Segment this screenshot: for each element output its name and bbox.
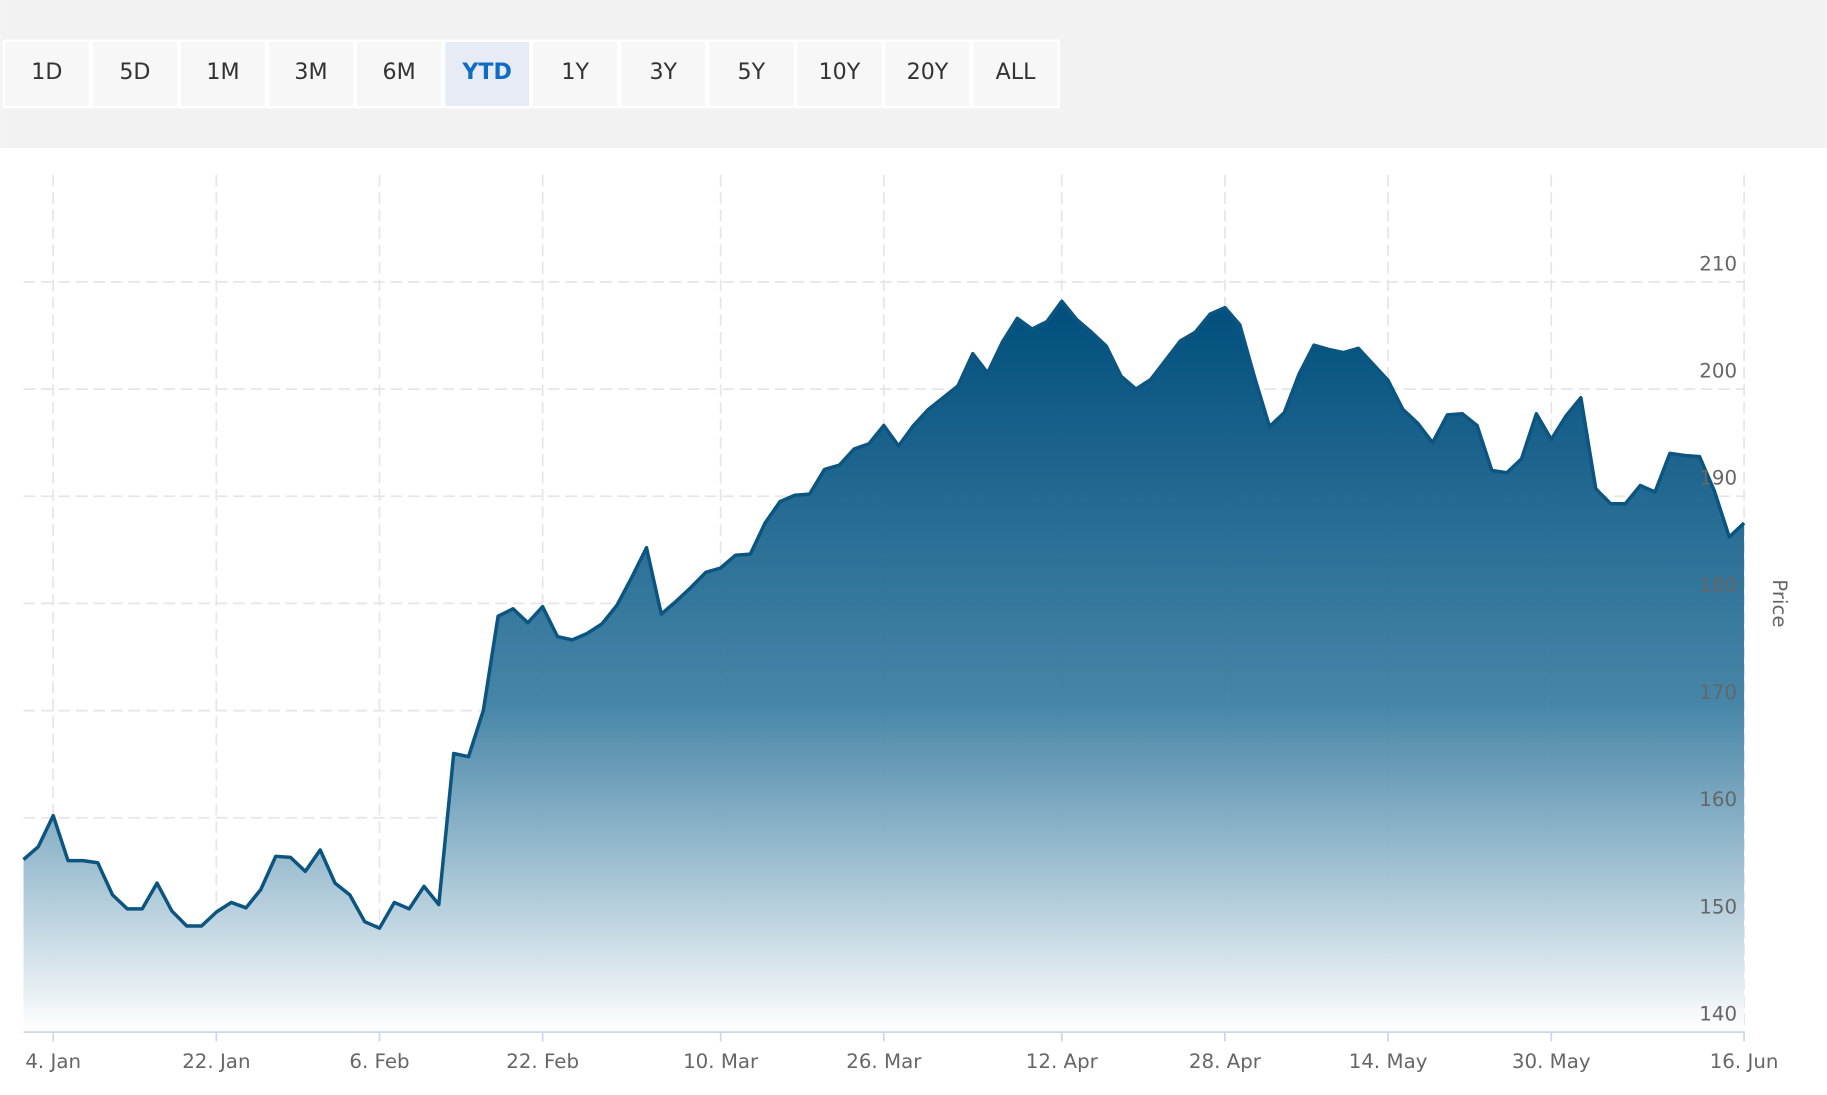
range-button[interactable] bbox=[442, 39, 532, 109]
range-button[interactable] bbox=[90, 39, 180, 109]
y-tick-label: 140 bbox=[1699, 1002, 1737, 1025]
x-tick-label: 6. Feb bbox=[349, 1050, 409, 1073]
area-fill bbox=[23, 301, 1745, 1033]
y-tick-label: 200 bbox=[1699, 359, 1737, 382]
area-line bbox=[22, 299, 1746, 930]
x-tick-label: 26. Mar bbox=[846, 1050, 922, 1073]
range-button[interactable] bbox=[707, 39, 796, 109]
x-tick-label: 30. May bbox=[1512, 1050, 1591, 1073]
range-button[interactable] bbox=[530, 39, 620, 109]
range-button-label[interactable]: 3Y bbox=[649, 59, 677, 85]
y-tick-label: 170 bbox=[1699, 681, 1737, 704]
range-button-label[interactable]: 1Y bbox=[561, 59, 589, 85]
range-button-label[interactable]: 20Y bbox=[907, 59, 949, 85]
range-button[interactable] bbox=[795, 39, 884, 109]
y-tick-label: 190 bbox=[1699, 467, 1737, 490]
x-tick-label: 14. May bbox=[1349, 1050, 1428, 1073]
range-button[interactable] bbox=[354, 39, 444, 109]
x-tick-label: 22. Jan bbox=[182, 1050, 250, 1073]
y-tick-label: 160 bbox=[1699, 788, 1737, 811]
range-button-label[interactable]: ALL bbox=[996, 59, 1036, 85]
x-tick-label: 22. Feb bbox=[506, 1050, 579, 1073]
y-tick-label: 210 bbox=[1699, 252, 1737, 275]
range-button-label[interactable]: 5D bbox=[119, 59, 150, 85]
x-tick-label: 12. Apr bbox=[1026, 1050, 1099, 1073]
range-button-label[interactable]: 10Y bbox=[819, 59, 861, 85]
x-tick-label: 16. Jun bbox=[1710, 1050, 1779, 1073]
range-button[interactable] bbox=[178, 39, 268, 109]
x-tick-label: 10. Mar bbox=[683, 1050, 759, 1073]
x-tick-label: 28. Apr bbox=[1189, 1050, 1262, 1073]
y-tick-label: 150 bbox=[1699, 895, 1737, 918]
axes: 140 150 160 170 180 190 200 210 4. Jan 22. Jan 6. … bbox=[23, 252, 1779, 1073]
range-button[interactable] bbox=[619, 39, 708, 109]
range-selector: 1D 5D 1M 3M 6M YTD 1Y 3Y 5Y 10Y 20Y ALL bbox=[2, 39, 1060, 109]
plot bbox=[22, 299, 1746, 1033]
range-button-label[interactable]: 1M bbox=[206, 59, 239, 85]
range-button-label[interactable]: YTD bbox=[461, 59, 511, 85]
range-button-label[interactable]: 5Y bbox=[738, 59, 766, 85]
range-button-label[interactable]: 6M bbox=[382, 59, 415, 85]
y-axis-title: Price bbox=[1768, 579, 1791, 627]
range-button[interactable] bbox=[2, 39, 92, 109]
range-button[interactable] bbox=[266, 39, 356, 109]
range-button-label[interactable]: 1D bbox=[31, 59, 62, 85]
range-button[interactable] bbox=[883, 39, 972, 109]
y-tick-label: 180 bbox=[1699, 574, 1737, 597]
x-tick-label: 4. Jan bbox=[25, 1050, 81, 1073]
range-button[interactable] bbox=[971, 39, 1060, 109]
range-button-label[interactable]: 3M bbox=[294, 59, 327, 85]
